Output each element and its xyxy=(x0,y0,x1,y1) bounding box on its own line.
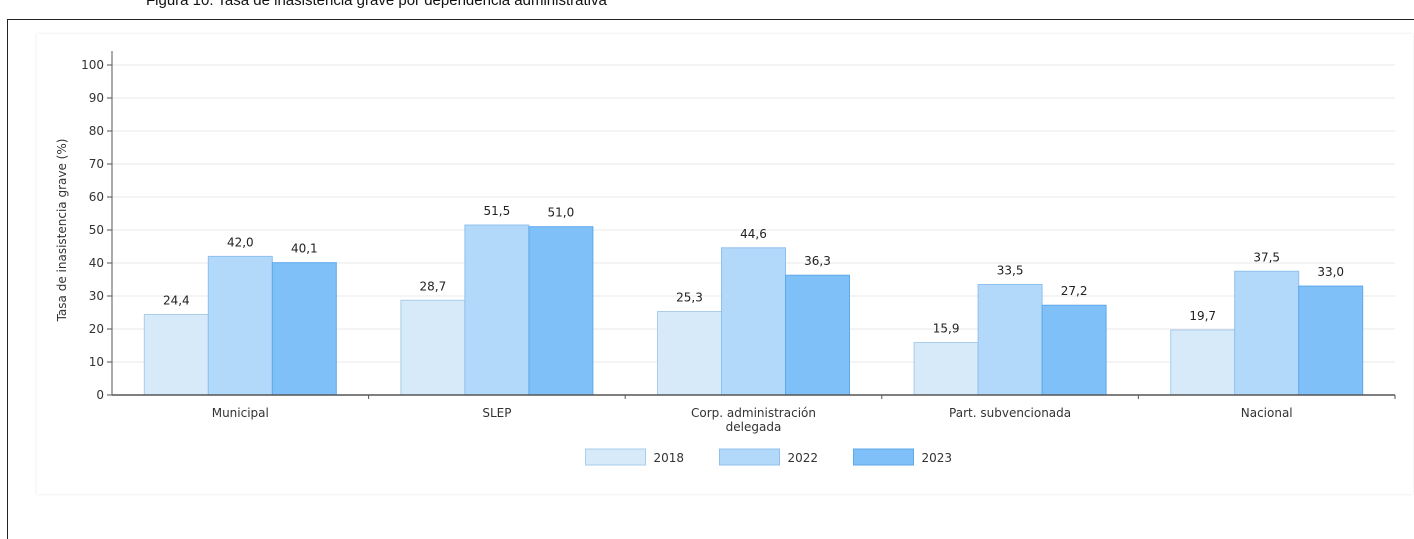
data-label: 33,0 xyxy=(1317,265,1344,279)
legend-swatch xyxy=(585,448,646,466)
bar xyxy=(464,224,530,396)
axes xyxy=(107,51,1396,399)
category-label: SLEP xyxy=(482,406,511,420)
y-tick-label: 50 xyxy=(89,223,104,237)
category-label-line: Municipal xyxy=(212,406,269,420)
y-tick-label: 80 xyxy=(89,124,104,138)
bar xyxy=(1041,304,1107,396)
category-label: Municipal xyxy=(212,406,269,420)
data-label: 27,2 xyxy=(1061,284,1088,298)
data-label: 51,5 xyxy=(484,204,511,218)
y-tick-label: 100 xyxy=(81,58,104,72)
y-tick-label: 10 xyxy=(89,355,104,369)
legend: 2018 2022 2023 xyxy=(585,448,953,466)
bar xyxy=(721,247,786,396)
data-label: 19,7 xyxy=(1189,309,1216,323)
category-label-line: Part. subvencionada xyxy=(949,406,1071,420)
legend-swatch xyxy=(853,448,914,466)
data-label: 25,3 xyxy=(676,291,703,305)
data-label: 44,6 xyxy=(740,227,767,241)
y-tick-label: 90 xyxy=(89,91,104,105)
bar xyxy=(400,299,466,396)
data-label: 24,4 xyxy=(163,293,190,307)
bar-chart: 0 10 20 30 40 50 60 70 80 90 100 Tasa de inasistenc… xyxy=(55,51,1396,466)
bar xyxy=(1298,285,1364,396)
y-axis-title: Tasa de inasistencia grave (%) xyxy=(55,139,69,323)
data-label: 28,7 xyxy=(420,279,447,293)
bar xyxy=(207,255,273,396)
bar xyxy=(977,283,1043,396)
data-label: 15,9 xyxy=(933,322,960,336)
category-label-line: Corp. administración xyxy=(691,406,816,420)
bar xyxy=(143,313,209,396)
legend-label: 2022 xyxy=(788,451,819,465)
legend-swatch xyxy=(719,448,780,466)
category-label-line: delegada xyxy=(726,420,782,434)
data-label: 51,0 xyxy=(548,206,575,220)
category-label-line: SLEP xyxy=(482,406,511,420)
labels: 0 10 20 30 40 50 60 70 80 90 100 Tasa de inasistenc… xyxy=(55,58,1344,434)
category-label: Corp. administración delegada xyxy=(691,406,816,434)
data-label: 33,5 xyxy=(997,263,1024,277)
data-label: 42,0 xyxy=(227,235,254,249)
bar xyxy=(1234,270,1300,396)
bar xyxy=(528,226,594,396)
bar xyxy=(913,342,979,396)
y-tick-label: 20 xyxy=(89,322,104,336)
bar xyxy=(657,311,722,396)
data-label: 37,5 xyxy=(1253,250,1280,264)
bar xyxy=(785,274,850,396)
category-label: Nacional xyxy=(1241,406,1293,420)
y-tick-label: 0 xyxy=(96,388,104,402)
y-tick-label: 40 xyxy=(89,256,104,270)
legend-label: 2018 xyxy=(654,451,685,465)
category-label-line: Nacional xyxy=(1241,406,1293,420)
bar xyxy=(1170,329,1236,396)
figure-caption: Figura 10. Tasa de inasistencia grave po… xyxy=(146,0,607,9)
category-label: Part. subvencionada xyxy=(949,406,1071,420)
legend-label: 2023 xyxy=(922,451,953,465)
y-tick-label: 70 xyxy=(89,157,104,171)
bars xyxy=(143,224,1364,396)
bar xyxy=(271,262,337,396)
y-tick-label: 60 xyxy=(89,190,104,204)
y-tick-label: 30 xyxy=(89,289,104,303)
data-label: 36,3 xyxy=(804,254,831,268)
figure-frame xyxy=(7,19,1414,539)
data-label: 40,1 xyxy=(291,242,318,256)
